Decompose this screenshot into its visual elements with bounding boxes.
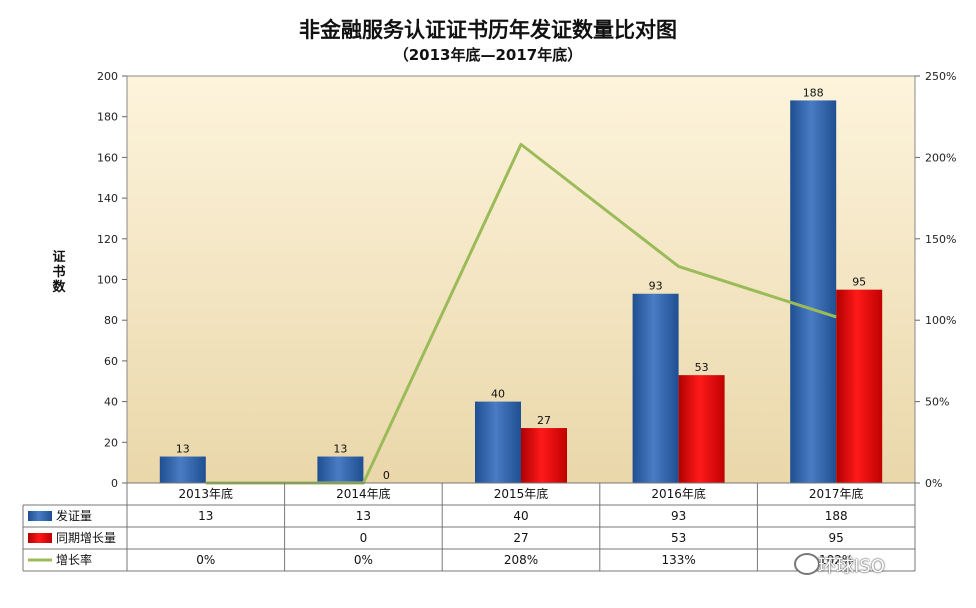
y-tick-label: 40 xyxy=(104,396,118,409)
table-cell: 13 xyxy=(356,509,371,523)
data-label: 53 xyxy=(695,361,709,374)
legend-label: 同期增长量 xyxy=(56,531,116,545)
y-tick-label: 200 xyxy=(97,70,118,83)
table-cell: 27 xyxy=(513,531,528,545)
y-tick-label: 160 xyxy=(97,151,118,164)
y2-tick-label: 0% xyxy=(925,477,942,490)
table-cell: 188 xyxy=(825,509,848,523)
bar-fazhengliang xyxy=(159,456,206,483)
y-tick-label: 120 xyxy=(97,233,118,246)
data-label: 27 xyxy=(537,414,551,427)
y-tick-label: 180 xyxy=(97,111,118,124)
y2-tick-label: 50% xyxy=(925,396,949,409)
bar-tongqi-zengzhang xyxy=(521,428,567,483)
y2-tick-label: 250% xyxy=(925,70,956,83)
watermark: 环球ISO xyxy=(818,556,885,577)
table-cell: 40 xyxy=(513,509,528,523)
x-tick-label: 2014年底 xyxy=(336,486,391,501)
table-cell: 133% xyxy=(661,553,695,567)
x-tick-label: 2017年底 xyxy=(809,486,864,501)
x-tick-label: 2015年底 xyxy=(494,486,549,501)
bar-fazhengliang xyxy=(632,293,679,483)
data-label: 40 xyxy=(491,388,505,401)
data-label: 13 xyxy=(176,443,190,456)
chart-subtitle: （2013年底—2017年底） xyxy=(393,46,583,64)
table-cell: 13 xyxy=(198,509,213,523)
table-cell: 53 xyxy=(671,531,686,545)
legend-label: 发证量 xyxy=(56,508,92,523)
y-tick-label: 80 xyxy=(104,314,118,327)
y-tick-label: 100 xyxy=(97,274,118,287)
legend-label: 增长率 xyxy=(56,552,92,567)
bar-fazhengliang xyxy=(790,100,837,484)
y-tick-label: 20 xyxy=(104,436,118,449)
x-tick-label: 2016年底 xyxy=(651,486,706,501)
y2-tick-label: 200% xyxy=(925,151,956,164)
legend-key xyxy=(28,511,52,521)
table-cell: 0% xyxy=(196,553,215,567)
legend-key xyxy=(28,533,52,543)
data-label: 95 xyxy=(852,276,866,289)
data-label: 93 xyxy=(649,280,663,293)
y-tick-label: 60 xyxy=(104,355,118,368)
data-label: 13 xyxy=(333,443,347,456)
y2-tick-label: 100% xyxy=(925,314,956,327)
y-axis-label: 证书数 xyxy=(52,250,66,295)
y2-tick-label: 150% xyxy=(925,233,956,246)
data-label: 188 xyxy=(803,86,824,99)
x-tick-label: 2013年底 xyxy=(179,486,234,501)
wechat-icon xyxy=(794,553,820,575)
table-cell: 0 xyxy=(360,531,368,545)
table-cell: 0% xyxy=(354,553,373,567)
bar-tongqi-zengzhang xyxy=(836,289,883,483)
table-cell: 93 xyxy=(671,509,686,523)
bar-fazhengliang xyxy=(317,456,364,483)
bar-fazhengliang xyxy=(475,401,521,483)
table-cell: 95 xyxy=(829,531,844,545)
bar-tongqi-zengzhang xyxy=(678,375,725,483)
y-tick-label: 0 xyxy=(111,477,118,490)
table-cell: 208% xyxy=(504,553,538,567)
chart-title: 非金融服务认证证书历年发证数量比对图 xyxy=(299,18,677,42)
data-label: 0 xyxy=(383,469,390,482)
y-tick-label: 140 xyxy=(97,192,118,205)
table-cell: 102% xyxy=(819,553,853,567)
